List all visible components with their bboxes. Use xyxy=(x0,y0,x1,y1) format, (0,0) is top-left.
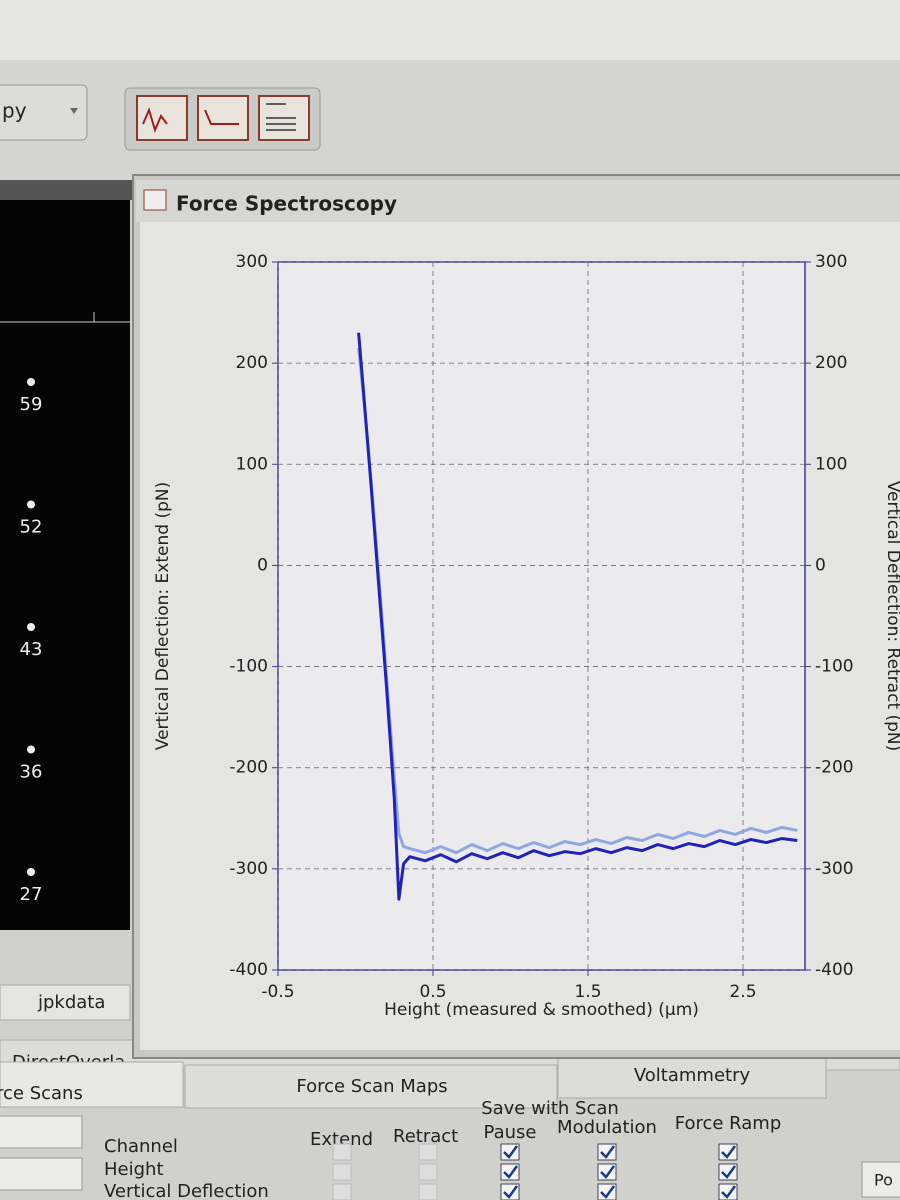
marker-dot xyxy=(27,500,35,509)
button-label: Po xyxy=(874,1171,893,1190)
y-tick-label: -200 xyxy=(229,758,268,778)
icon xyxy=(142,107,168,133)
check xyxy=(721,1165,737,1179)
y-tick-label: 100 xyxy=(236,454,268,474)
marker-label: 27 xyxy=(20,884,43,905)
column-header: Retract xyxy=(393,1126,458,1147)
checkbox[interactable] xyxy=(418,1163,438,1181)
y-tick-label: -400 xyxy=(229,960,268,980)
window-icon xyxy=(143,189,167,211)
y-axis-label: Vertical Deflection: Extend (pN) xyxy=(153,482,173,750)
checkboxes xyxy=(332,1143,738,1200)
panel-header xyxy=(0,180,140,200)
marker-dot xyxy=(27,378,35,386)
dropdown[interactable] xyxy=(0,84,88,141)
y2-tick-label: 200 xyxy=(815,353,847,373)
dropdown-arrow xyxy=(70,108,78,114)
image-panel xyxy=(0,200,130,930)
check xyxy=(721,1145,737,1159)
tab-label: rce Scans xyxy=(0,1083,83,1104)
marker-label: 43 xyxy=(20,639,43,660)
check xyxy=(721,1185,737,1199)
check xyxy=(600,1165,616,1179)
checkbox[interactable] xyxy=(332,1163,352,1181)
marker-dot xyxy=(27,868,35,876)
window-title: Force Spectroscopy xyxy=(176,192,397,216)
y2-tick-label: 100 xyxy=(815,454,847,474)
input[interactable] xyxy=(0,1157,83,1191)
tab[interactable] xyxy=(0,1061,184,1108)
plot-area xyxy=(277,261,806,971)
y-tick-label: -300 xyxy=(229,859,268,879)
column-header: Force Ramp xyxy=(675,1113,782,1134)
x-tick-label: 0.5 xyxy=(419,982,446,1002)
y2-axis-label: Vertical Deflection: Retract (pN) xyxy=(883,481,900,752)
y-tick-label: 300 xyxy=(236,252,268,272)
checkbox[interactable] xyxy=(418,1183,438,1200)
tab-label: Voltammetry xyxy=(634,1065,751,1086)
marker-dot xyxy=(27,623,35,631)
marker-label: 36 xyxy=(20,762,43,783)
y2-tick-label: -200 xyxy=(815,758,854,778)
tab[interactable] xyxy=(557,1057,827,1099)
marker-label: 59 xyxy=(20,394,43,415)
button[interactable] xyxy=(861,1161,900,1198)
top-bar xyxy=(0,0,900,60)
breadcrumb-bar xyxy=(0,984,131,1021)
left-labels: 59 52 43 36 27 xyxy=(20,378,43,905)
column-header: Extend xyxy=(310,1129,373,1150)
y-tick-label: -100 xyxy=(229,657,268,677)
check xyxy=(503,1145,519,1159)
y-tick-label: 0 xyxy=(257,555,268,575)
tab-label: Force Scan Maps xyxy=(296,1076,447,1097)
data-line xyxy=(357,347,798,855)
marker-dot xyxy=(27,745,35,754)
check xyxy=(503,1165,519,1179)
checkbox[interactable] xyxy=(332,1143,352,1161)
input[interactable] xyxy=(0,1115,83,1149)
force-view-button[interactable] xyxy=(197,95,249,141)
y2-tick-label: 300 xyxy=(815,252,847,272)
marker-label: 52 xyxy=(20,517,43,538)
column-header: Channel xyxy=(104,1136,178,1157)
row-label: Vertical Deflection xyxy=(104,1181,269,1200)
tab[interactable] xyxy=(184,1064,558,1109)
checkbox[interactable] xyxy=(332,1183,352,1200)
check xyxy=(600,1185,616,1199)
x-tick-label: 2.5 xyxy=(729,982,756,1002)
chart: -400 -300 -200 -100 0 100 200 300 -400 -300 -200 -1… xyxy=(153,252,900,1020)
check xyxy=(503,1185,519,1199)
y2-tick-label: -100 xyxy=(815,657,854,677)
icon xyxy=(204,109,239,125)
x-tick-label: -0.5 xyxy=(261,982,294,1002)
data-line xyxy=(357,332,798,901)
y2-tick-label: -300 xyxy=(815,859,854,879)
breadcrumb[interactable]: jpkdata xyxy=(37,992,105,1013)
column-header: Save with Scan xyxy=(481,1098,619,1119)
y2-tick-label: -400 xyxy=(815,960,854,980)
column-header: Pause xyxy=(484,1122,537,1143)
y2-tick-label: 0 xyxy=(815,555,826,575)
icon xyxy=(266,103,296,131)
x-axis-label: Height (measured & smoothed) (µm) xyxy=(384,1000,699,1020)
column-header: Modulation xyxy=(557,1117,657,1138)
row-label: Height xyxy=(104,1159,164,1180)
checkbox[interactable] xyxy=(418,1143,438,1161)
dropdown-text: py xyxy=(2,99,27,123)
window-titlebar xyxy=(136,180,900,222)
y-tick-label: 200 xyxy=(236,353,268,373)
x-tick-label: 1.5 xyxy=(574,982,601,1002)
check xyxy=(600,1145,616,1159)
